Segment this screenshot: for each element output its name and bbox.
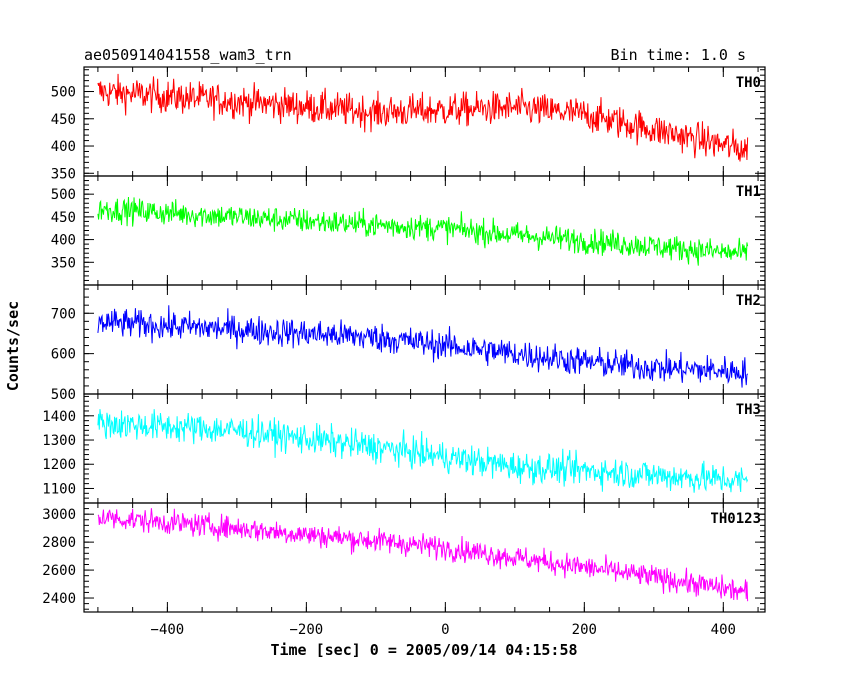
panel-th2: 500 600 700 TH2 (51, 284, 766, 403)
series-line-th1 (97, 196, 749, 266)
y-tick-label: 3000 (42, 507, 76, 523)
y-tick-label: 2400 (42, 591, 76, 607)
x-tick-label: −400 (151, 622, 185, 638)
y-tick-label: 500 (51, 187, 76, 203)
x-tick-label: 200 (572, 622, 597, 638)
chart-title: ae050914041558_wam3_trn (84, 46, 292, 64)
y-tick-label: 1400 (42, 409, 76, 425)
panel-label-th0123: TH0123 (710, 511, 761, 527)
panels-group: 350 400 450 500 TH0 350 400 450 500 TH1 500 600 700 T… (42, 66, 766, 638)
y-tick-label: 1300 (42, 433, 76, 449)
panel-frame (83, 66, 766, 177)
y-tick-label: 450 (51, 112, 76, 128)
x-axis-title: Time [sec] 0 = 2005/09/14 04:15:58 (270, 641, 577, 659)
y-tick-label: 350 (51, 255, 76, 271)
y-tick-label: 450 (51, 210, 76, 226)
panel-label-th0: TH0 (736, 75, 761, 91)
panel-th0123: 2400 2600 2800 3000 TH0123 (42, 502, 766, 613)
panel-frame (83, 175, 766, 286)
panel-label-th3: TH3 (736, 402, 761, 418)
y-tick-label: 2800 (42, 535, 76, 551)
x-tick-label: −200 (290, 622, 324, 638)
y-tick-label: 400 (51, 139, 76, 155)
panel-frame (83, 502, 766, 613)
y-tick-label: 1200 (42, 457, 76, 473)
bin-time-label: Bin time: 1.0 s (611, 46, 746, 64)
series-line-th0 (97, 73, 749, 162)
y-tick-label: 400 (51, 233, 76, 249)
y-tick-label: 350 (51, 166, 76, 182)
y-axis-title: Counts/sec (4, 301, 22, 391)
series-line-th3 (97, 409, 749, 493)
y-tick-label: 600 (51, 347, 76, 363)
x-tick-label: 0 (441, 622, 449, 638)
series-line-th2 (97, 305, 749, 388)
panel-label-th1: TH1 (736, 184, 761, 200)
x-tick-label: 400 (711, 622, 736, 638)
y-tick-label: 700 (51, 306, 76, 322)
panel-th0: 350 400 450 500 TH0 (51, 66, 766, 182)
series-line-th0123 (97, 508, 749, 602)
panel-frame (83, 393, 766, 504)
panel-label-th2: TH2 (736, 293, 761, 309)
y-tick-label: 500 (51, 85, 76, 101)
panel-th3: 1100 1200 1300 1400 TH3 (42, 393, 766, 504)
panel-th1: 350 400 450 500 TH1 (51, 175, 766, 286)
panel-frame (83, 284, 766, 395)
y-tick-label: 2600 (42, 563, 76, 579)
y-tick-label: 500 (51, 387, 76, 403)
y-tick-label: 1100 (42, 481, 76, 497)
